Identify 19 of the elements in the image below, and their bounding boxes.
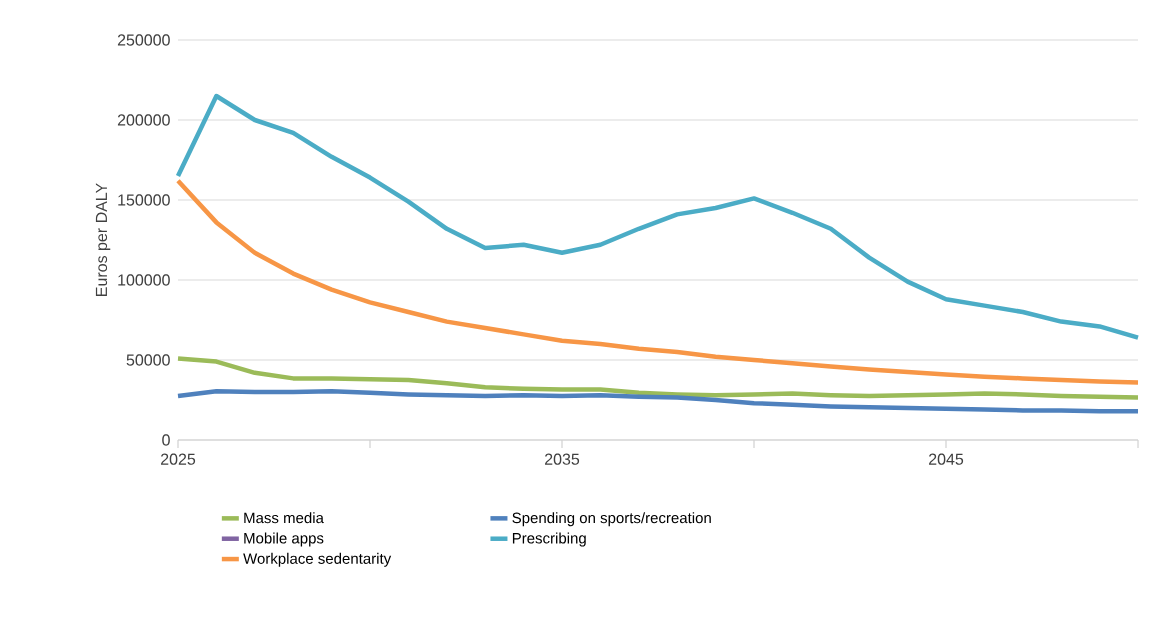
legend-label: Prescribing [512, 532, 586, 547]
line-series [175, 388, 1141, 414]
legend-label: Mobile apps [244, 532, 324, 547]
y-tick-label: 50000 [126, 354, 170, 366]
x-tick-label: 2035 [545, 453, 580, 465]
y-tick-label: 200000 [117, 114, 170, 126]
y-tick-label: 0 [162, 434, 170, 446]
legend-label: Workplace sedentarity [243, 552, 392, 567]
y-tick-label: 100000 [118, 274, 170, 286]
line-series [175, 356, 1141, 400]
line-series [175, 93, 1141, 340]
legend-label: Spending on sports/recreation [512, 512, 711, 527]
line-series [175, 178, 1141, 385]
legend-label: Mass media [244, 512, 324, 524]
y-tick-label: 150000 [118, 194, 170, 206]
y-tick-label: 250000 [117, 34, 170, 46]
y-axis-title: Euros per DALY [95, 183, 111, 296]
x-tick-label: 2045 [929, 453, 964, 465]
x-tick-label: 2025 [161, 453, 196, 465]
